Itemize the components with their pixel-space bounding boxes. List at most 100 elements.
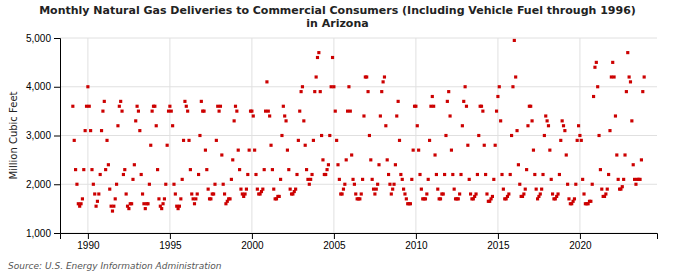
point [223,192,226,195]
point [376,183,379,186]
x-tick-mark [580,233,581,239]
y-grid-line [60,86,657,87]
point [289,188,292,191]
point [623,153,626,156]
point [155,124,158,127]
point [119,100,122,103]
point [347,85,350,88]
point [427,178,430,181]
point [615,153,618,156]
x-tick-label: 2015 [487,240,510,251]
y-tick: 5,000 [26,33,60,44]
point [234,105,237,108]
point [365,75,368,78]
point [115,183,118,186]
point [316,56,319,59]
point [171,124,174,127]
point [578,134,581,137]
point [425,192,428,195]
point [120,110,123,113]
point [582,192,585,195]
x-tick-mark [334,233,335,239]
point [237,149,240,152]
point [541,173,544,176]
point [596,85,599,88]
point [517,163,520,166]
y-tick-mark [54,233,60,234]
point [510,134,513,137]
point [580,139,583,142]
point [216,105,219,108]
x-axis: 1990199520002005201020152020 [61,233,658,251]
point [282,105,285,108]
point [89,129,92,132]
point [313,90,316,93]
point [309,178,312,181]
point [384,124,387,127]
x-tick: 2020 [569,233,592,251]
point [110,205,113,208]
point [93,192,96,195]
point [573,197,576,200]
point [556,192,559,195]
point [593,66,596,69]
y-axis: 1,0002,0003,0004,0005,000 [26,33,61,239]
point [196,192,199,195]
point [278,195,281,198]
point [495,110,498,113]
point [335,139,338,142]
point [345,158,348,161]
y-tick-label: 3,000 [26,130,51,141]
point [334,110,337,113]
point [350,153,353,156]
point [494,144,497,147]
x-tick: 2010 [405,233,428,251]
point [174,192,177,195]
y-tick-label: 2,000 [26,179,51,190]
point [122,173,125,176]
point [372,188,375,191]
point [204,149,207,152]
x-tick-label: 1990 [77,240,100,251]
point [432,105,435,108]
point [640,158,643,161]
point [287,168,290,171]
point [399,173,402,176]
title-line: Monthly Natural Gas Deliveries to Commer… [39,4,636,17]
point [632,163,635,166]
x-grid-line [87,38,88,233]
point [380,90,383,93]
point [524,188,527,191]
point [614,114,617,117]
point [464,85,467,88]
point [429,105,432,108]
point [366,90,369,93]
point [308,183,311,186]
point [361,178,364,181]
point [612,75,615,78]
x-grid-line [169,38,170,233]
point [194,197,197,200]
point [387,173,390,176]
point [280,134,283,137]
point [566,183,569,186]
x-tick-label: 2005 [323,240,346,251]
y-tick-label: 5,000 [26,33,51,44]
y-grid-line [60,38,657,39]
point [218,110,221,113]
point [219,105,222,108]
point [105,139,108,142]
point [215,139,218,142]
point [202,110,205,113]
point [480,105,483,108]
point [168,105,171,108]
grid [60,38,657,233]
point [186,110,189,113]
point [600,188,603,191]
x-tick-label: 2020 [569,240,592,251]
point [85,105,88,108]
point [382,80,385,83]
point [373,192,376,195]
point [193,202,196,205]
title-line: in Arizona [306,17,368,30]
